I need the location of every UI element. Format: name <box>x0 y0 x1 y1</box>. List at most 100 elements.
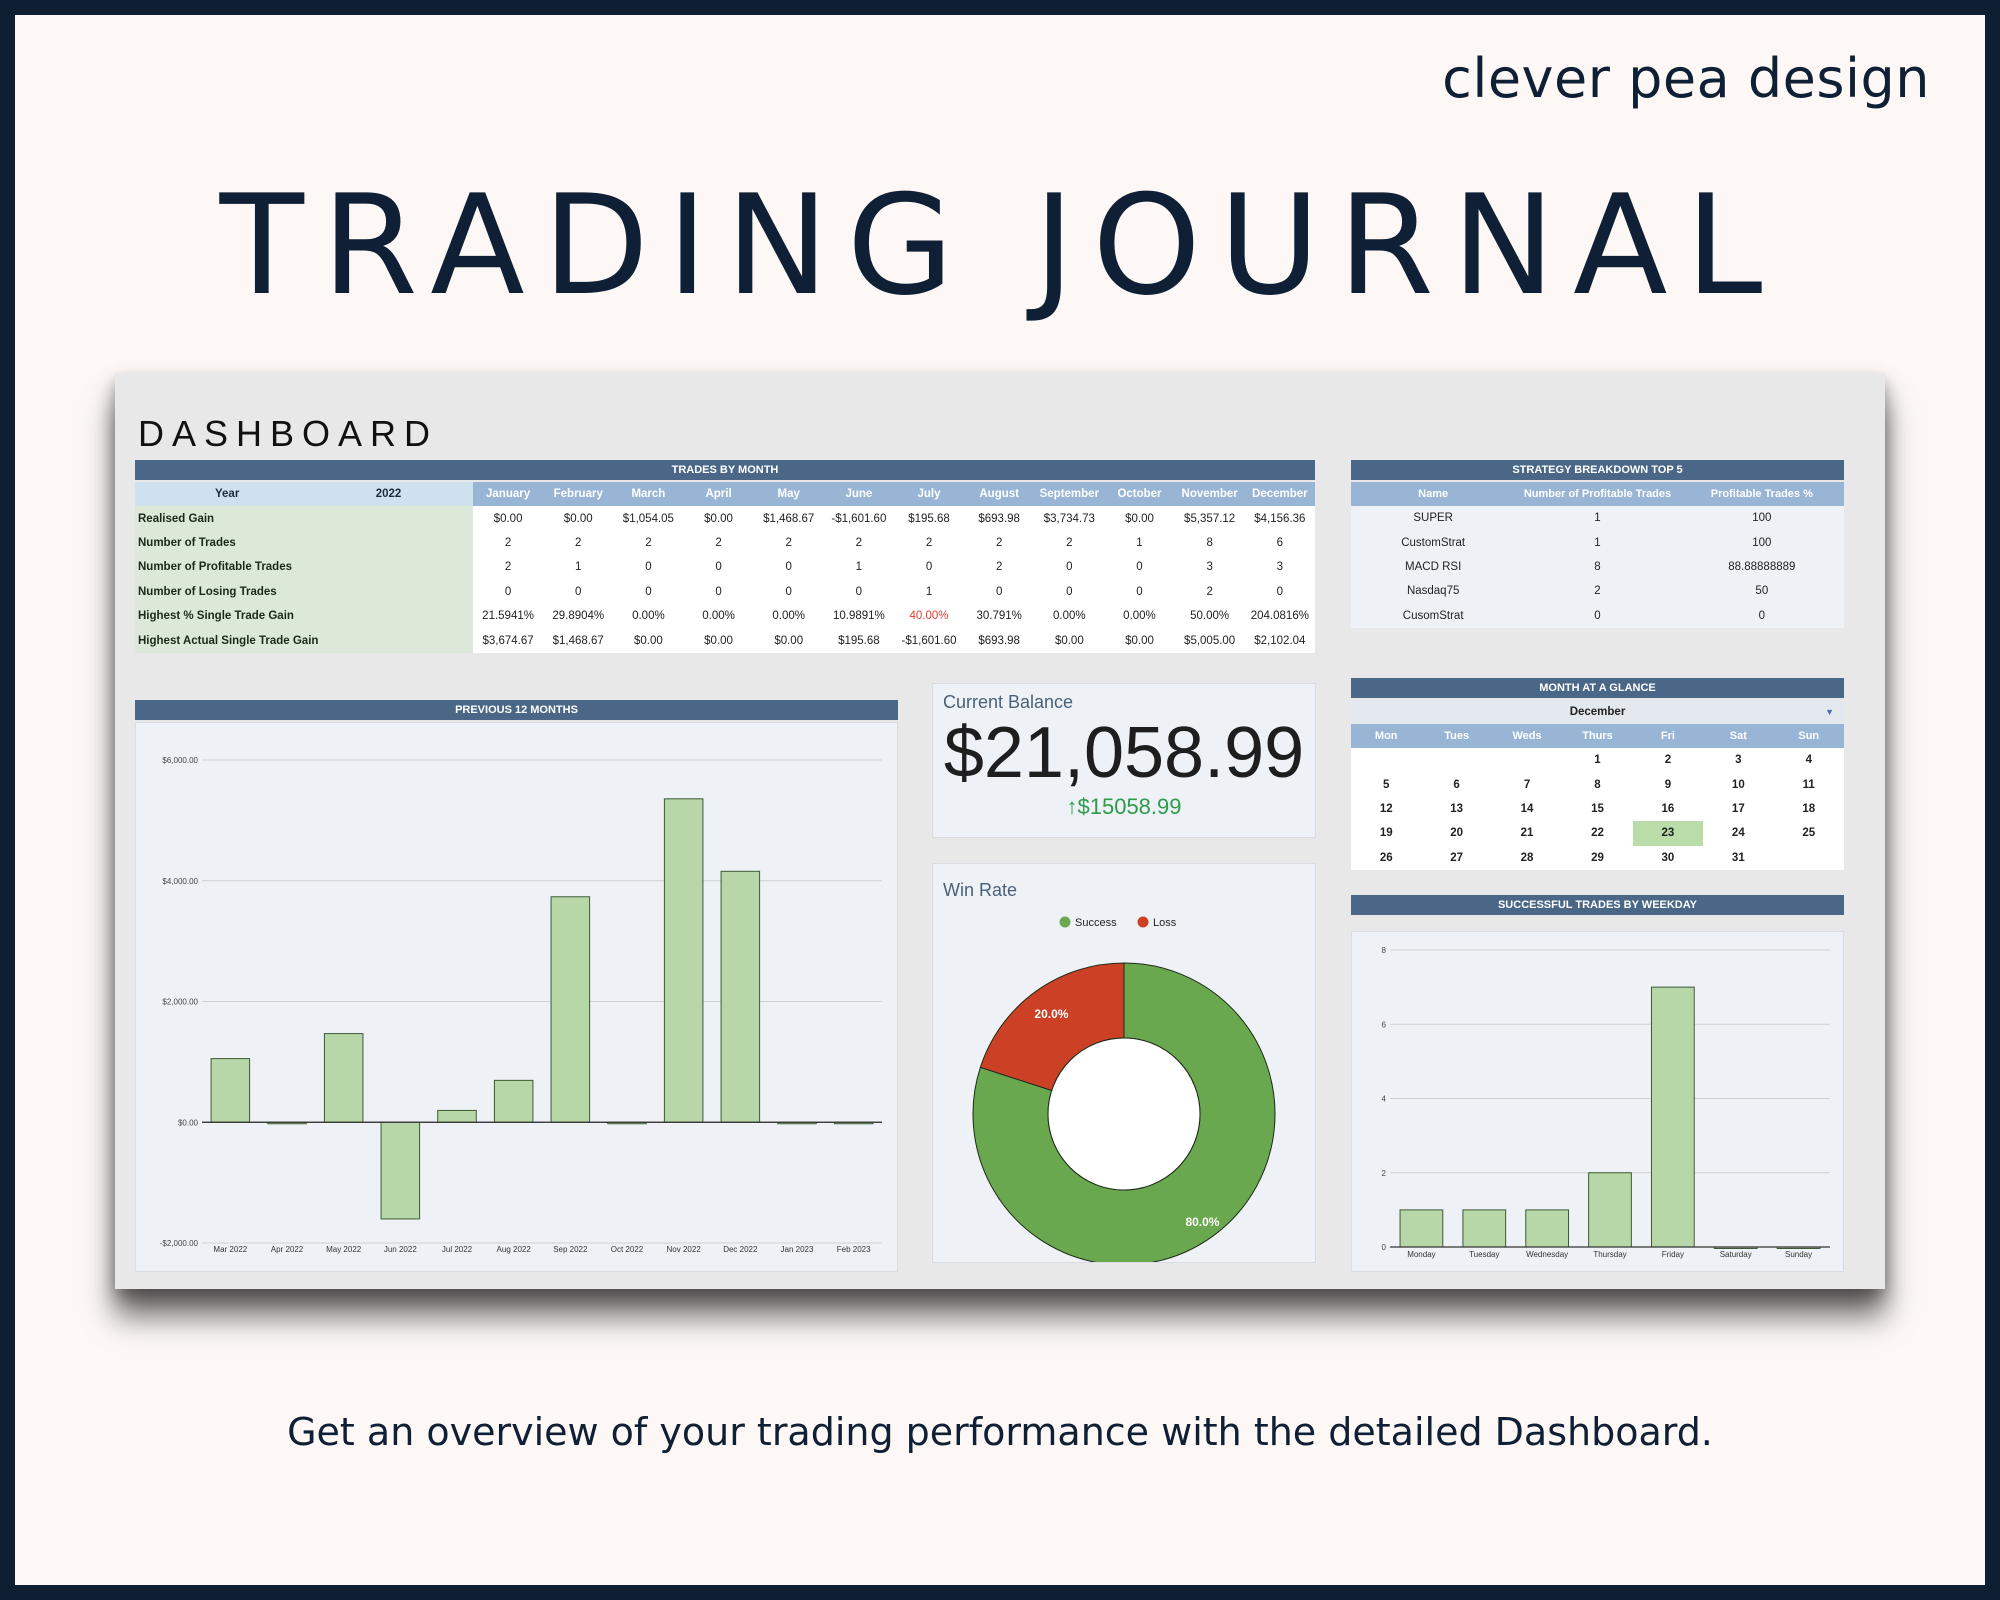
calendar-day[interactable]: 4 <box>1773 748 1844 773</box>
table-cell[interactable]: 0.00% <box>683 603 754 629</box>
calendar-day[interactable]: 6 <box>1421 772 1492 797</box>
table-cell[interactable]: 0 <box>753 579 824 604</box>
calendar-day[interactable]: 9 <box>1632 772 1704 797</box>
table-cell[interactable]: 29.8904% <box>543 603 614 629</box>
table-cell[interactable]: -$1,601.60 <box>893 628 965 653</box>
month-select[interactable]: December ▼ <box>1351 700 1844 724</box>
calendar-day[interactable]: 5 <box>1351 772 1422 797</box>
strategy-cell[interactable]: SUPER <box>1351 506 1516 531</box>
table-cell[interactable]: 204.0816% <box>1244 603 1315 629</box>
table-cell[interactable]: 0 <box>1244 579 1315 604</box>
calendar-day[interactable] <box>1773 845 1844 870</box>
calendar-day[interactable] <box>1491 748 1563 773</box>
calendar-day[interactable]: 25 <box>1773 821 1844 846</box>
table-cell[interactable]: $5,005.00 <box>1174 628 1245 653</box>
bar[interactable] <box>1462 1209 1507 1248</box>
bar[interactable] <box>493 1079 534 1123</box>
table-cell[interactable]: 2 <box>683 530 754 556</box>
table-cell[interactable]: 50.00% <box>1174 603 1245 629</box>
calendar-day[interactable]: 21 <box>1491 821 1563 846</box>
bar[interactable] <box>1650 986 1695 1248</box>
table-cell[interactable]: 1 <box>893 579 965 604</box>
calendar-day[interactable]: 13 <box>1421 796 1492 822</box>
table-cell[interactable]: $3,734.73 <box>1034 506 1105 531</box>
table-cell[interactable]: 0.00% <box>1034 603 1105 629</box>
table-cell[interactable]: $1,468.67 <box>543 628 614 653</box>
table-cell[interactable]: $1,054.05 <box>613 506 684 531</box>
table-cell[interactable]: 2 <box>1034 530 1105 556</box>
table-cell[interactable]: 0 <box>893 555 965 580</box>
table-cell[interactable]: $3,674.67 <box>473 628 544 653</box>
table-cell[interactable]: 30.791% <box>964 603 1035 629</box>
calendar-day[interactable]: 19 <box>1351 821 1422 846</box>
table-cell[interactable]: 0 <box>613 579 684 604</box>
calendar-day[interactable]: 2 <box>1632 748 1704 773</box>
table-cell[interactable]: $195.68 <box>893 506 965 531</box>
bar[interactable] <box>720 870 761 1123</box>
table-cell[interactable]: -$1,601.60 <box>823 506 894 531</box>
table-cell[interactable]: 0.00% <box>1104 603 1175 629</box>
calendar-day[interactable]: 11 <box>1773 772 1844 797</box>
table-cell[interactable]: $0.00 <box>613 628 684 653</box>
table-cell[interactable]: 0 <box>473 579 544 604</box>
calendar-day[interactable]: 15 <box>1562 796 1633 822</box>
calendar-day[interactable]: 1 <box>1562 748 1633 773</box>
strategy-cell[interactable]: MACD RSI <box>1351 554 1516 580</box>
strategy-cell[interactable]: 88.88888889 <box>1679 554 1844 580</box>
strategy-cell[interactable]: 0 <box>1515 603 1680 628</box>
table-cell[interactable]: $0.00 <box>1104 506 1175 531</box>
table-cell[interactable]: 2 <box>823 530 894 556</box>
strategy-cell[interactable]: 50 <box>1679 579 1844 604</box>
table-cell[interactable]: 0.00% <box>753 603 824 629</box>
calendar-day[interactable] <box>1351 748 1422 773</box>
table-cell[interactable]: 0 <box>1034 579 1105 604</box>
table-cell[interactable]: 0 <box>1104 555 1175 580</box>
table-cell[interactable]: 0 <box>753 555 824 580</box>
bar[interactable] <box>1525 1209 1570 1248</box>
calendar-day[interactable]: 10 <box>1703 772 1774 797</box>
table-cell[interactable]: $195.68 <box>823 628 894 653</box>
table-cell[interactable]: 2 <box>543 530 614 556</box>
table-cell[interactable]: 1 <box>543 555 614 580</box>
strategy-cell[interactable]: 1 <box>1515 530 1680 555</box>
table-cell[interactable]: $2,102.04 <box>1244 628 1315 653</box>
table-cell[interactable]: 2 <box>893 530 965 556</box>
table-cell[interactable]: 2 <box>964 530 1035 556</box>
strategy-cell[interactable]: 100 <box>1679 506 1844 531</box>
table-cell[interactable]: 1 <box>1104 530 1175 556</box>
calendar-day[interactable]: 29 <box>1562 845 1633 870</box>
table-cell[interactable]: 3 <box>1174 555 1245 580</box>
calendar-day[interactable] <box>1421 748 1492 773</box>
calendar-day[interactable]: 14 <box>1491 796 1563 822</box>
bar[interactable] <box>663 798 704 1123</box>
table-cell[interactable]: 0.00% <box>613 603 684 629</box>
table-cell[interactable]: 6 <box>1244 530 1315 556</box>
table-cell[interactable]: 0 <box>1034 555 1105 580</box>
chevron-down-icon[interactable]: ▼ <box>1825 707 1834 717</box>
calendar-day[interactable]: 7 <box>1491 772 1563 797</box>
table-cell[interactable]: 2 <box>613 530 684 556</box>
table-cell[interactable]: 3 <box>1244 555 1315 580</box>
strategy-cell[interactable]: 1 <box>1515 506 1680 531</box>
calendar-day[interactable]: 28 <box>1491 845 1563 870</box>
table-cell[interactable]: $4,156.36 <box>1244 506 1315 531</box>
table-cell[interactable]: $0.00 <box>1034 628 1105 653</box>
table-cell[interactable]: 40.00% <box>893 603 965 629</box>
year-value[interactable]: 2022 <box>375 488 402 501</box>
table-cell[interactable]: $0.00 <box>753 628 824 653</box>
table-cell[interactable]: $0.00 <box>683 628 754 653</box>
calendar-day[interactable]: 8 <box>1562 772 1633 797</box>
table-cell[interactable]: 2 <box>473 555 544 580</box>
calendar-day[interactable]: 17 <box>1703 796 1774 822</box>
table-cell[interactable]: 0 <box>683 555 754 580</box>
strategy-cell[interactable]: 0 <box>1679 603 1844 628</box>
table-cell[interactable]: 2 <box>1174 579 1245 604</box>
bar[interactable] <box>323 1033 364 1123</box>
table-cell[interactable]: 0 <box>613 555 684 580</box>
table-cell[interactable]: $693.98 <box>964 628 1035 653</box>
calendar-day[interactable]: 31 <box>1703 845 1774 870</box>
table-cell[interactable]: 1 <box>823 555 894 580</box>
strategy-cell[interactable]: 100 <box>1679 530 1844 555</box>
table-cell[interactable]: 0 <box>543 579 614 604</box>
table-cell[interactable]: 10.9891% <box>823 603 894 629</box>
